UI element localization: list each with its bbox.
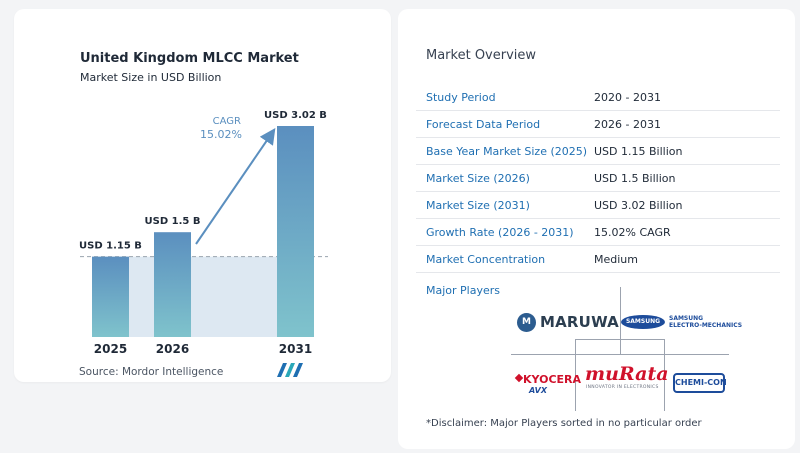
overview-label: Market Size (2026) <box>426 172 530 185</box>
overview-label: Growth Rate (2026 - 2031) <box>426 226 574 239</box>
overview-row: Market Concentration Medium <box>416 246 780 273</box>
overview-value: USD 3.02 Billion <box>594 199 683 212</box>
source-text: Source: Mordor Intelligence <box>79 366 224 378</box>
overview-value: Medium <box>594 253 638 266</box>
players-divider <box>575 339 665 340</box>
overview-value: 2026 - 2031 <box>594 118 661 131</box>
maruwa-logo-text: MARUWA <box>540 313 619 331</box>
chart-title: United Kingdom MLCC Market <box>80 51 299 66</box>
overview-row: Growth Rate (2026 - 2031) 15.02% CAGR <box>416 219 780 246</box>
data-label: USD 3.02 B <box>264 110 327 121</box>
players-divider <box>511 354 729 355</box>
overview-value: USD 1.15 Billion <box>594 145 683 158</box>
overview-row: Study Period 2020 - 2031 <box>416 84 780 111</box>
x-tick-label: 2025 <box>94 342 127 356</box>
maruwa-logo-icon: M <box>517 313 536 332</box>
overview-row: Market Size (2026) USD 1.5 Billion <box>416 165 780 192</box>
major-players-title: Major Players <box>426 284 500 297</box>
bar-2025 <box>92 256 129 337</box>
samsung-line1: SAMSUNG <box>669 315 704 322</box>
data-label: USD 1.5 B <box>145 216 201 227</box>
players-divider <box>620 287 621 354</box>
cagr-arrow <box>195 128 276 245</box>
overview-label: Forecast Data Period <box>426 118 541 131</box>
samsung-logo-icon: SAMSUNG <box>621 315 665 329</box>
samsung-line2: ELECTRO-MECHANICS <box>669 322 743 329</box>
bar-2026 <box>154 232 191 337</box>
murata-tagline: INNOVATOR IN ELECTRONICS <box>586 385 659 390</box>
cagr-label: CAGR <box>213 116 241 127</box>
chemicon-logo: CHEMI-CON <box>673 373 727 393</box>
overview-row: Base Year Market Size (2025) USD 1.15 Bi… <box>416 138 780 165</box>
data-label: USD 1.15 B <box>79 241 142 252</box>
samsung-logo-text: SAMSUNG ELECTRO-MECHANICS <box>669 315 742 329</box>
x-tick-label: 2026 <box>156 342 189 356</box>
cagr-value: 15.02% <box>200 128 242 141</box>
overview-label: Study Period <box>426 91 496 104</box>
overview-value: USD 1.5 Billion <box>594 172 676 185</box>
overview-card <box>398 9 795 449</box>
disclaimer-text: *Disclaimer: Major Players sorted in no … <box>426 418 702 429</box>
overview-value: 15.02% CAGR <box>594 226 671 239</box>
overview-row: Forecast Data Period 2026 - 2031 <box>416 111 780 138</box>
players-divider <box>664 339 665 411</box>
bar-2031 <box>277 126 314 337</box>
overview-title: Market Overview <box>426 48 537 63</box>
murata-logo-text: muRata <box>585 363 669 385</box>
mordor-logo-icon <box>277 363 303 377</box>
overview-value: 2020 - 2031 <box>594 91 661 104</box>
kyocera-logo-text: KYOCERA <box>523 373 582 386</box>
overview-row: Market Size (2031) USD 3.02 Billion <box>416 192 780 219</box>
overview-label: Base Year Market Size (2025) <box>426 145 588 158</box>
players-divider <box>575 339 576 411</box>
overview-label: Market Size (2031) <box>426 199 530 212</box>
x-tick-label: 2031 <box>279 342 312 356</box>
overview-label: Market Concentration <box>426 253 546 266</box>
avx-logo-text: AVX <box>529 386 548 395</box>
chart-subtitle: Market Size in USD Billion <box>80 71 222 84</box>
